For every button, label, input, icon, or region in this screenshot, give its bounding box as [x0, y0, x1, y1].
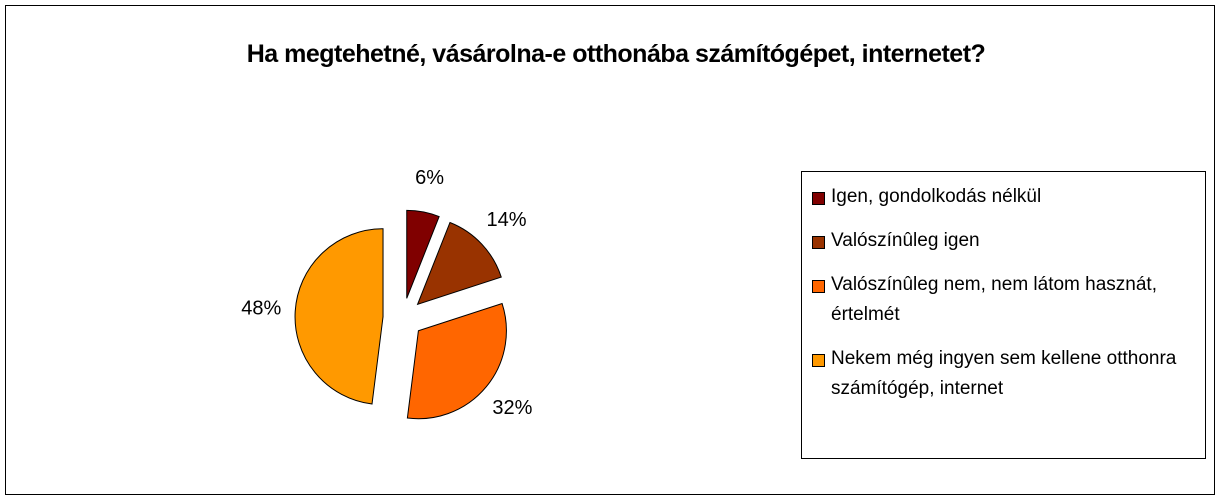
legend-swatch — [812, 236, 825, 249]
legend-item: Nekem még ingyen sem kellene otthonra sz… — [808, 344, 1199, 404]
data-label: 48% — [241, 297, 281, 319]
legend-label: Valószínûleg igen — [831, 230, 980, 251]
legend-item: Valószínûleg igen — [808, 226, 1199, 256]
pie-slice — [294, 228, 384, 405]
pie-slice — [416, 221, 502, 306]
pie-slice — [406, 302, 507, 420]
pie-area: 6% 14% 32% 48% — [241, 167, 533, 420]
legend-label: Nekem még ingyen sem kellene otthonra sz… — [831, 348, 1177, 399]
data-label: 14% — [486, 209, 526, 231]
legend-swatch — [812, 354, 825, 367]
legend-swatch — [812, 192, 825, 205]
legend: Igen, gondolkodás nélkül Valószínûleg ige… — [801, 171, 1206, 459]
legend-item: Igen, gondolkodás nélkül — [808, 182, 1199, 212]
data-label: 6% — [415, 167, 444, 189]
pie-slice — [406, 209, 440, 299]
chart: Ha megtehetné, vásárolna-e otthonába szá… — [5, 5, 1215, 495]
data-label: 32% — [492, 397, 532, 419]
legend-item: Valószínûleg nem, nem látom hasznát, ért… — [808, 270, 1199, 330]
legend-swatch — [812, 280, 825, 293]
legend-label: Valószínûleg nem, nem látom hasznát, ért… — [831, 274, 1157, 325]
chart-title: Ha megtehetné, vásárolna-e otthonába szá… — [246, 40, 986, 68]
legend-label: Igen, gondolkodás nélkül — [831, 186, 1042, 207]
